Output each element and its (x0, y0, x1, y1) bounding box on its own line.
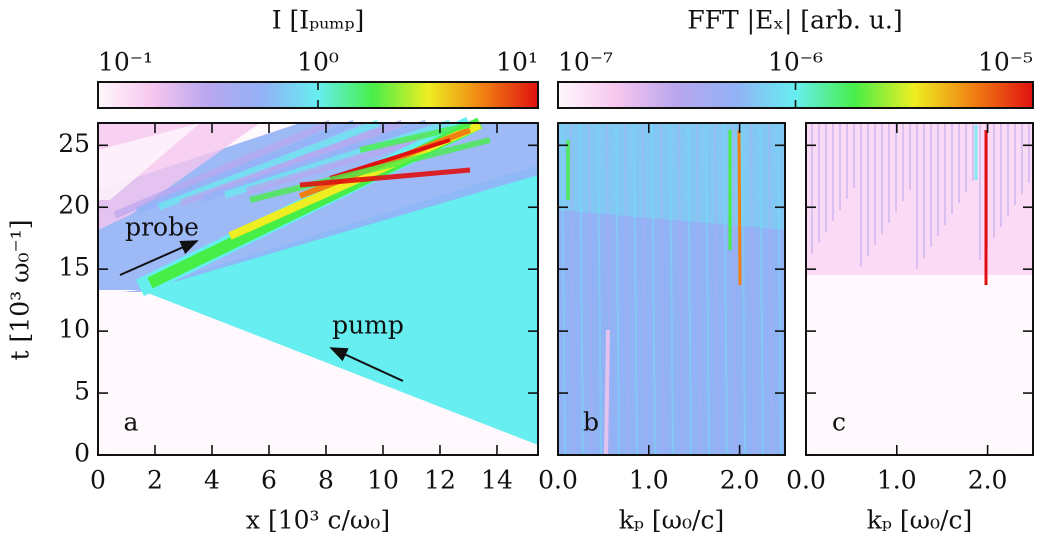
annotation: pump (332, 311, 404, 340)
x-tick-label: 1.0 (877, 466, 917, 495)
heatmap-streak (179, 119, 404, 207)
heatmap-streak (642, 122, 647, 456)
panel-label: c (832, 408, 846, 437)
heatmap-streak (615, 122, 620, 456)
heatmap-streak (732, 122, 737, 456)
x-tick-label: 0 (90, 466, 106, 495)
x-tick-label: 6 (261, 466, 277, 495)
colorbar-tick-label: 10⁻⁷ (558, 48, 613, 77)
y-axis-label: t [10³ ω₀⁻¹] (6, 220, 35, 361)
heatmap-streak (588, 122, 593, 456)
heatmap-streak (604, 329, 610, 456)
axes: 10⁻¹ 10⁰ 10¹ 10⁻⁷ 10⁻⁶ 10⁻⁵ 0 2 4 6 8 10 12 14 0 5 10 15 2… (58, 48, 1034, 535)
colorbar-tick-label: 10¹ (496, 48, 538, 77)
heatmap-streak (633, 122, 638, 456)
x-tick-label: 14 (481, 466, 513, 495)
x-tick-label: 1.0 (629, 466, 669, 495)
x-tick-label: 4 (204, 466, 220, 495)
x-axis-label: kₚ [ω₀/c] (867, 506, 972, 535)
heatmap-streak (696, 122, 701, 456)
x-axis-label: kₚ [ω₀/c] (619, 506, 724, 535)
heatmap-streak (678, 122, 683, 456)
x-tick-label: 0.0 (786, 466, 826, 495)
x-tick-label: 2.0 (968, 466, 1008, 495)
heatmap-streak (570, 122, 575, 456)
heatmap-streak (669, 122, 674, 456)
heatmap-streak (759, 122, 764, 456)
colorbar-tick-label: 10⁻¹ (98, 48, 153, 77)
heatmap-streak (597, 122, 602, 456)
heatmap-streak (624, 122, 629, 456)
heatmap-streak (737, 129, 742, 286)
x-tick-label: 0.0 (538, 466, 578, 495)
colorbar-tick-label: 10⁻⁶ (768, 48, 823, 77)
plot-frame (557, 122, 786, 456)
heatmap-streak (705, 122, 710, 456)
annotation: probe (125, 213, 199, 242)
x-tick-label: 10 (367, 466, 399, 495)
heatmap-streak (561, 122, 566, 456)
x-tick-label: 12 (424, 466, 456, 495)
heatmaps (98, 116, 1033, 456)
heatmap-region (140, 165, 538, 445)
x-tick-label: 8 (318, 466, 334, 495)
heatmap-streak (723, 122, 728, 456)
heatmap-streak (579, 122, 584, 456)
heatmap-region (558, 123, 785, 230)
heatmap-streak (606, 122, 611, 456)
colorbar-title: I [Iₚᵤₘₚ] (272, 6, 365, 35)
y-tick-label: 25 (58, 129, 90, 158)
heatmap-streak (113, 119, 332, 219)
colorbar-tick-label: 10⁻⁵ (978, 48, 1033, 77)
heatmap-streak (660, 122, 665, 456)
x-tick-label: 2.0 (720, 466, 760, 495)
panel-label: a (124, 408, 139, 437)
heatmap-streak (750, 122, 755, 456)
heatmap-streak (687, 122, 692, 456)
pump-arrow (329, 347, 404, 382)
y-tick-label: 20 (58, 191, 90, 220)
heatmap-streak (359, 122, 471, 153)
heatmap-region (98, 123, 200, 200)
colorbar-title: FFT |Eₓ| [arb. u.] (687, 6, 902, 36)
panel-label: b (583, 408, 599, 437)
heatmap-streak (249, 137, 491, 203)
heatmap-region (98, 290, 140, 295)
plot-frame (97, 122, 539, 456)
plot-frame (805, 122, 1034, 456)
heatmap-streak (299, 167, 471, 188)
probe-arrow (119, 240, 199, 276)
heatmap-streak (329, 138, 451, 180)
y-tick-label: 0 (74, 439, 90, 468)
heatmap-streak (768, 122, 773, 456)
x-axis-label: x [10³ c/ω₀] (246, 506, 390, 535)
colorbar-tick-label: 10⁰ (297, 48, 339, 77)
heatmap-streak (714, 122, 719, 456)
heatmap-streak (201, 119, 428, 203)
heatmap-streak (741, 122, 746, 456)
y-tick-label: 5 (74, 377, 90, 406)
y-tick-label: 15 (58, 253, 90, 282)
heatmap-streak (777, 122, 782, 456)
y-tick-label: 10 (58, 315, 90, 344)
heatmap-region (558, 123, 785, 455)
heatmap-streak (651, 122, 656, 456)
x-tick-label: 2 (147, 466, 163, 495)
heatmap-streak (157, 119, 380, 211)
heatmap-streak (135, 119, 356, 215)
